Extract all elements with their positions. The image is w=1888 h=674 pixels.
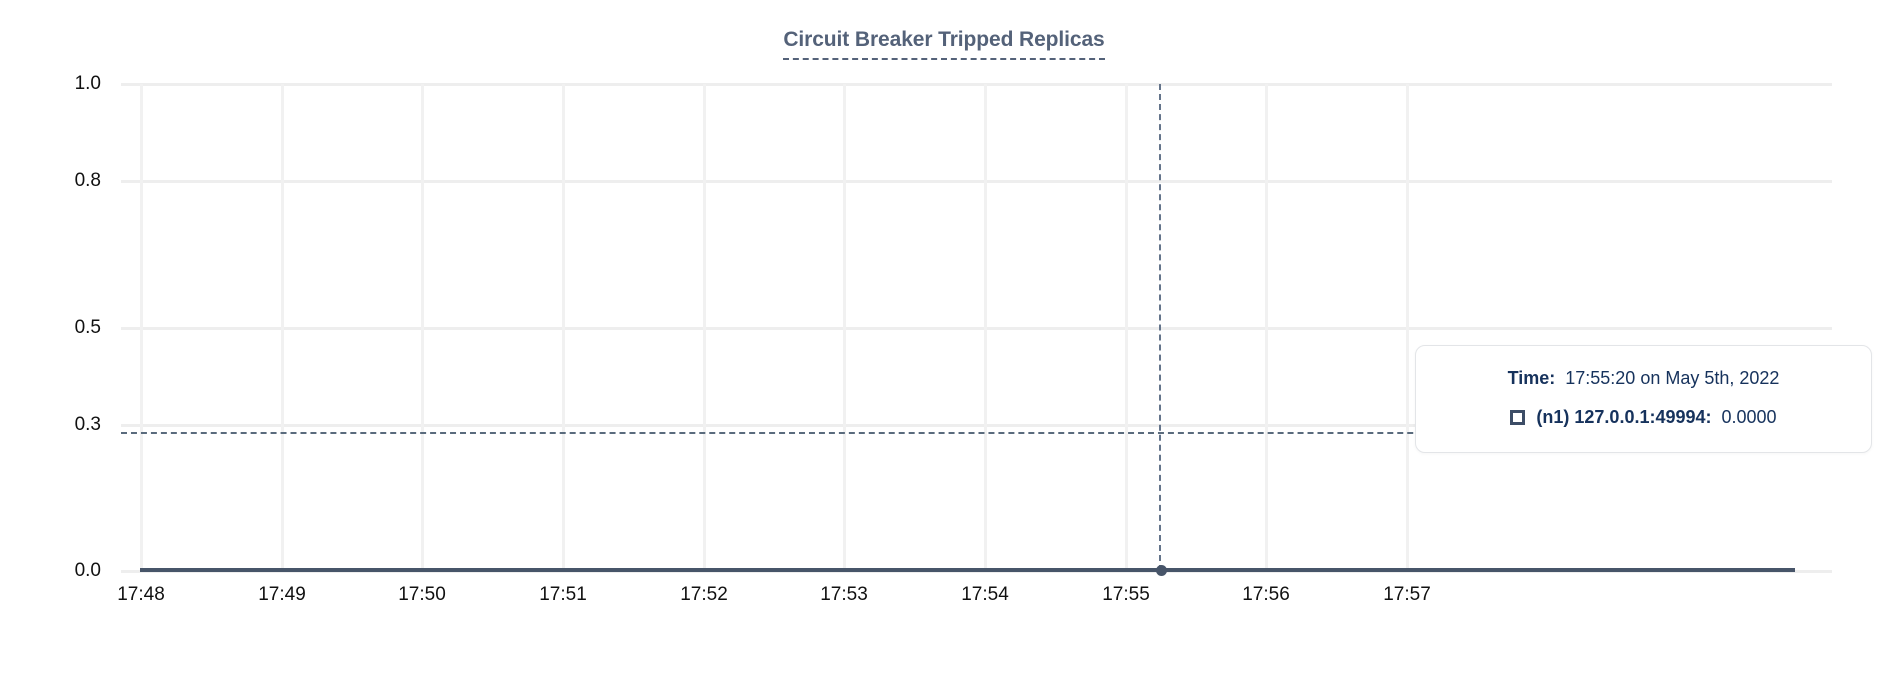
gridline-vertical — [703, 84, 706, 571]
x-tick-label: 17:56 — [1242, 584, 1290, 605]
series-swatch-icon — [1510, 410, 1526, 425]
gridline-vertical — [843, 84, 846, 571]
x-tick-label: 17:54 — [961, 584, 1009, 605]
gridline-horizontal — [121, 326, 1832, 330]
y-tick-label: 0.0 — [74, 560, 101, 581]
crosshair-horizontal — [121, 432, 1832, 434]
x-tick-label: 17:48 — [117, 584, 165, 605]
gridline-vertical — [1265, 84, 1268, 571]
y-tick-label: 1.0 — [74, 73, 101, 94]
gridline-vertical — [562, 84, 565, 571]
x-tick-label: 17:49 — [258, 584, 306, 605]
tooltip-series-value: 0.0000 — [1721, 407, 1777, 427]
plot-area[interactable] — [121, 83, 1832, 576]
data-point-marker[interactable] — [1155, 564, 1167, 576]
gridline-horizontal — [121, 83, 1832, 86]
x-tick-label: 17:53 — [820, 584, 868, 605]
chart-tooltip: Time: 17:55:20 on May 5th, 2022 (n1) 127… — [1415, 345, 1872, 453]
gridline-vertical — [421, 84, 424, 571]
gridline-vertical — [1406, 84, 1409, 571]
tooltip-time-value: 17:55:20 on May 5th, 2022 — [1565, 368, 1780, 388]
gridline-vertical — [984, 84, 987, 571]
page-title: Circuit Breaker Tripped Replicas — [783, 28, 1105, 61]
x-tick-label: 17:50 — [398, 584, 446, 605]
x-tick-label: 17:55 — [1102, 584, 1150, 605]
y-tick-label: 0.3 — [74, 413, 101, 435]
x-tick-label: 17:51 — [539, 584, 587, 605]
chart-title-wrapper: Circuit Breaker Tripped Replicas — [0, 28, 1888, 61]
x-tick-label: 17:57 — [1383, 584, 1431, 605]
series-line-n1 — [140, 568, 1795, 572]
crosshair-vertical — [1159, 84, 1161, 571]
x-axis-tick-labels: 17:48 17:49 17:50 17:51 17:52 17:53 17:5… — [117, 584, 1832, 614]
tooltip-time-label: Time: — [1507, 368, 1556, 388]
y-axis-tick-labels: 1.0 0.8 0.5 0.3 0.0 — [21, 73, 101, 581]
tooltip-series-row: (n1) 127.0.0.1:49994: 0.0000 — [1442, 407, 1845, 428]
gridline-vertical — [140, 84, 143, 571]
tooltip-time-row: Time: 17:55:20 on May 5th, 2022 — [1442, 368, 1845, 389]
gridline-horizontal — [121, 423, 1832, 427]
gridline-vertical — [1125, 84, 1128, 571]
gridline-vertical — [281, 84, 284, 571]
tooltip-series-name: (n1) 127.0.0.1:49994: — [1536, 407, 1712, 427]
y-tick-label: 0.8 — [74, 170, 101, 192]
gridline-horizontal — [121, 180, 1832, 184]
x-tick-label: 17:52 — [680, 584, 728, 605]
y-tick-label: 0.5 — [74, 316, 101, 338]
